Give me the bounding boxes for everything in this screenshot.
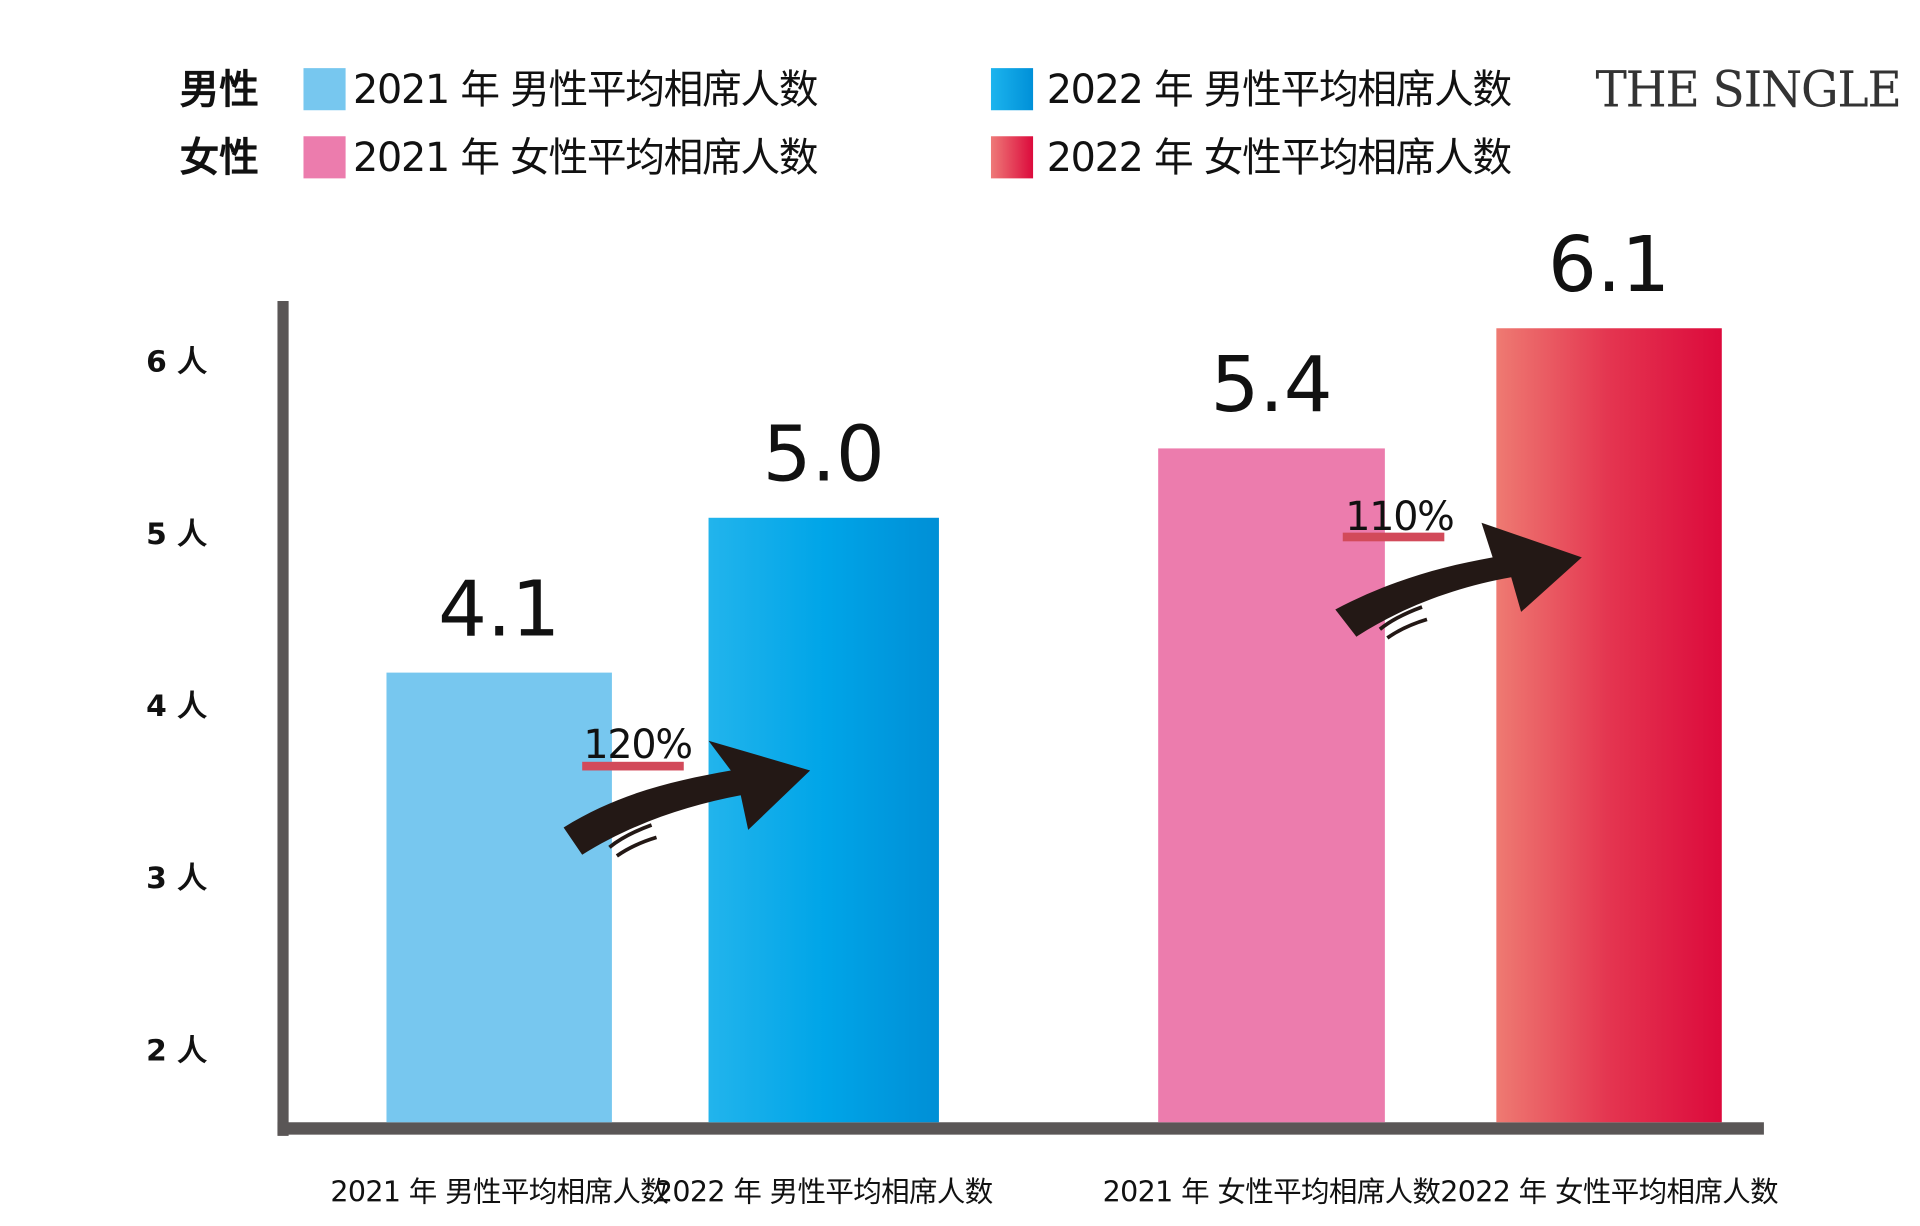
annotation-female-growth: 110%	[1345, 493, 1455, 541]
bar	[1496, 328, 1722, 1123]
arrow-icon-female	[1335, 522, 1582, 640]
legend-swatch-female-2022	[990, 136, 1034, 179]
x-tick-label: 2021 年 男性平均相席人数	[330, 1176, 669, 1209]
legend-swatch-female-2021	[303, 136, 346, 179]
legend-swatch-male-2021	[303, 68, 346, 111]
bar-value-label: 5.0	[762, 408, 885, 500]
legend-label-female-2022: 2022 年 女性平均相席人数	[1046, 133, 1512, 181]
y-tick-label: 6 人	[146, 344, 207, 380]
legend-group-female: 女性	[179, 133, 259, 181]
annotation-underline-female	[1342, 532, 1445, 542]
x-tick-label: 2022 年 男性平均相席人数	[654, 1176, 993, 1209]
the-single-logo: THE SINGLE	[1595, 61, 1901, 119]
arrow-icon-male	[563, 740, 811, 858]
x-axis-line	[277, 1122, 1764, 1135]
legend-label-male-2021: 2021 年 男性平均相席人数	[353, 65, 818, 113]
y-axis-line	[277, 301, 289, 1136]
legend-label-male-2022: 2022 年 男性平均相席人数	[1046, 65, 1512, 113]
y-tick-label: 5 人	[146, 516, 207, 552]
y-tick-label: 3 人	[146, 860, 207, 896]
bar-value-label: 5.4	[1210, 339, 1333, 431]
y-tick-label: 4 人	[146, 688, 207, 724]
legend-label-female-2021: 2021 年 女性平均相席人数	[353, 133, 818, 181]
annotation-male-growth: 120%	[583, 720, 693, 768]
legend-swatch-male-2022	[990, 68, 1034, 111]
annotation-underline-male	[582, 761, 684, 771]
bar	[386, 672, 612, 1123]
bar	[1158, 448, 1385, 1123]
bar-value-label: 4.1	[438, 563, 561, 655]
bar-value-label: 6.1	[1547, 219, 1671, 310]
x-tick-label: 2021 年 女性平均相席人数	[1102, 1176, 1441, 1209]
y-tick-label: 2 人	[146, 1033, 207, 1068]
legend-group-male: 男性	[179, 65, 259, 113]
x-tick-label: 2022 年 女性平均相席人数	[1440, 1176, 1778, 1209]
